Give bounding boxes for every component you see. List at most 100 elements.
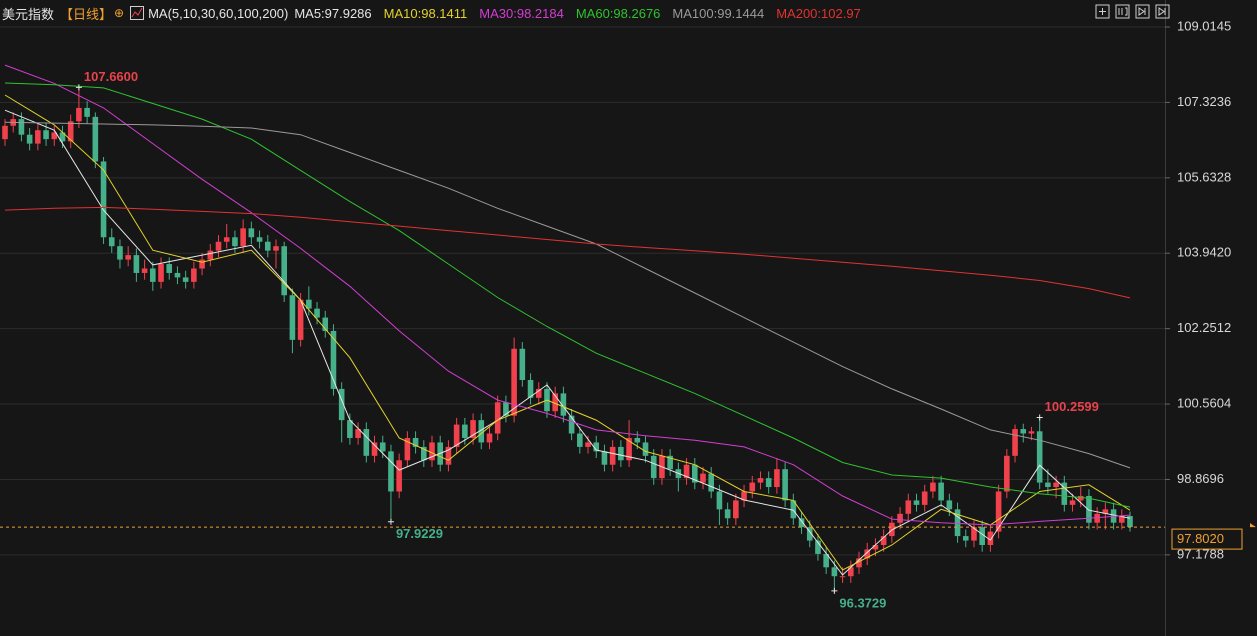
candle-body	[1118, 516, 1125, 523]
candle-body	[511, 348, 517, 416]
indicator-icon[interactable]	[130, 6, 145, 20]
candle-body	[560, 393, 567, 416]
candle-body	[182, 277, 189, 282]
candle-body	[618, 446, 624, 461]
title: 美元指数	[2, 6, 55, 22]
candle-body	[667, 455, 673, 470]
y-tick-label: 100.5604	[1177, 395, 1231, 410]
candle-body	[322, 317, 329, 331]
candle-body	[733, 500, 739, 519]
candle-body	[59, 132, 66, 142]
candle-body	[1061, 482, 1068, 505]
legend-entry: MA5:97.9286	[294, 5, 372, 21]
tool-icon[interactable]	[1095, 4, 1110, 19]
tool-icon[interactable]	[1115, 4, 1130, 19]
candle-body	[585, 442, 591, 447]
extreme-marker	[1036, 414, 1043, 421]
candle-body	[264, 241, 271, 251]
tool-icon[interactable]	[1155, 4, 1170, 19]
candle-body	[76, 107, 82, 122]
candle-body	[815, 540, 821, 554]
extreme-label: 96.3729	[839, 595, 886, 610]
candle-body	[962, 536, 969, 541]
candle-body	[905, 500, 912, 514]
candle-body	[248, 228, 255, 238]
candle-body	[273, 246, 279, 251]
candle-body	[363, 429, 370, 456]
candle-body	[478, 420, 485, 443]
candle-body	[552, 393, 558, 412]
candle-body	[207, 250, 214, 260]
candle-body	[462, 424, 468, 438]
candle-body	[117, 246, 123, 260]
candle-body	[897, 513, 903, 523]
candle-body	[67, 121, 74, 142]
last-price-box	[1171, 528, 1243, 550]
candle-body	[100, 161, 107, 238]
y-tick-label: 98.8696	[1177, 471, 1224, 486]
candle-body	[166, 264, 173, 273]
candle-body	[971, 527, 977, 541]
y-tick-label: 97.1788	[1177, 546, 1224, 561]
candle-body	[1020, 429, 1027, 434]
candle-body	[215, 241, 222, 251]
y-tick-label: 107.3236	[1177, 94, 1231, 109]
candle-body	[470, 420, 476, 438]
extreme-label: 97.9229	[396, 526, 443, 541]
candle-body	[995, 491, 1002, 532]
last-price-arrow	[1250, 523, 1256, 528]
candle-body	[420, 446, 427, 461]
candle-body	[987, 531, 994, 546]
y-tick-label: 105.6328	[1177, 169, 1231, 184]
candle-body	[141, 268, 148, 273]
candle-body	[199, 259, 205, 269]
candle-body	[798, 518, 805, 528]
candle-body	[535, 388, 542, 398]
candle-body	[158, 264, 164, 282]
candle-body	[1004, 455, 1010, 492]
tool-icon[interactable]	[1135, 4, 1150, 19]
legend-entry: MA200:102.97	[776, 5, 861, 21]
candle-body	[429, 442, 435, 461]
candle-body	[1102, 509, 1109, 514]
candle-body	[347, 420, 353, 438]
candle-body	[1094, 513, 1100, 523]
candle-body	[503, 402, 509, 416]
candle-body	[782, 469, 788, 501]
candle-body	[306, 299, 312, 309]
candle-body	[404, 437, 411, 461]
add-icon[interactable]: ⊕	[114, 6, 125, 20]
candle-body	[330, 330, 337, 389]
candle-body	[741, 491, 747, 501]
candle-body	[749, 482, 756, 492]
legend-entry: MA30:98.2184	[479, 5, 564, 21]
candle-body	[281, 246, 287, 296]
extreme-label: 100.2599	[1045, 399, 1099, 414]
candle-body	[1036, 431, 1043, 483]
legend-entry: MA10:98.1411	[383, 5, 468, 21]
candle-body	[1086, 495, 1092, 523]
candle-body	[379, 442, 386, 452]
candle-body	[2, 125, 8, 140]
candle-body	[174, 272, 181, 278]
candle-body	[765, 478, 772, 488]
candle-body	[642, 442, 649, 456]
y-tick-label: 109.0145	[1177, 18, 1231, 33]
candle-body	[954, 509, 961, 537]
candle-body	[494, 402, 501, 434]
candle-body	[232, 237, 238, 247]
candle-body	[355, 429, 361, 438]
candle-body	[43, 130, 49, 140]
extreme-marker	[75, 84, 82, 91]
extreme-label: 107.6600	[84, 69, 138, 84]
toolbar[interactable]	[1095, 4, 1170, 19]
candle-body	[609, 446, 616, 465]
candle-body	[108, 237, 115, 247]
y-tick-label: 103.9420	[1177, 245, 1231, 260]
candle-body	[880, 536, 887, 546]
candle-body	[913, 500, 920, 505]
period[interactable]: 【日线】	[60, 6, 113, 22]
y-tick-label: 102.2512	[1177, 320, 1231, 335]
